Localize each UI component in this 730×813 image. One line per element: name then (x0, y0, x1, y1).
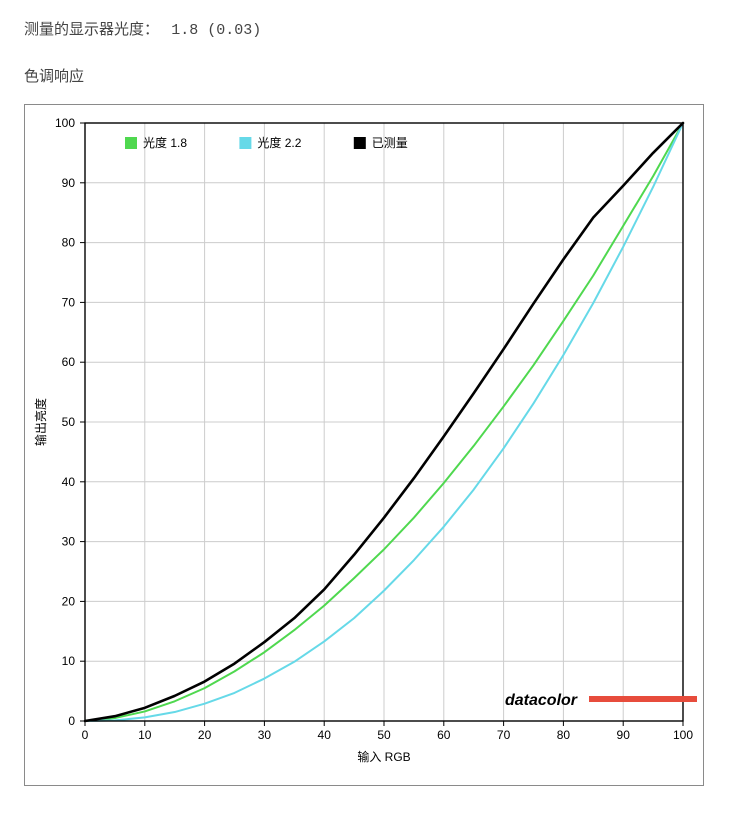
xtick-90: 90 (617, 728, 631, 742)
ytick-90: 90 (62, 176, 76, 190)
ytick-100: 100 (55, 116, 75, 130)
legend-swatch (354, 137, 366, 149)
section-title: 色调响应 (24, 68, 84, 85)
ytick-40: 40 (62, 475, 76, 489)
xtick-100: 100 (673, 728, 693, 742)
ytick-60: 60 (62, 355, 76, 369)
ylabel: 输出亮度 (33, 398, 48, 446)
logo-bar (589, 696, 697, 702)
ytick-20: 20 (62, 594, 76, 608)
xtick-50: 50 (377, 728, 391, 742)
xtick-40: 40 (318, 728, 332, 742)
tone-response-chart: 0 10 20 30 40 50 60 70 80 90 100 0 10 20 30 40 50 60 70 80 9… (25, 105, 703, 785)
legend-label: 光度 1.8 (143, 135, 187, 150)
legend-swatch (125, 137, 137, 149)
xtick-60: 60 (437, 728, 451, 742)
header-label: 测量的显示器光度： (24, 21, 159, 38)
xtick-30: 30 (258, 728, 272, 742)
ytick-50: 50 (62, 415, 76, 429)
legend-swatch (239, 137, 251, 149)
ytick-0: 0 (68, 714, 75, 728)
xlabel: 输入 RGB (357, 749, 410, 764)
xtick-0: 0 (82, 728, 89, 742)
ytick-80: 80 (62, 236, 76, 250)
ytick-70: 70 (62, 295, 76, 309)
logo-text: datacolor (505, 692, 578, 709)
xtick-10: 10 (138, 728, 152, 742)
xtick-80: 80 (557, 728, 571, 742)
xtick-20: 20 (198, 728, 212, 742)
xtick-70: 70 (497, 728, 511, 742)
header-value: 1.8 (0.03) (171, 22, 261, 39)
ytick-10: 10 (62, 654, 76, 668)
chart-container: 0 10 20 30 40 50 60 70 80 90 100 0 10 20 30 40 50 60 70 80 9… (24, 104, 704, 786)
legend-label: 已测量 (372, 136, 408, 150)
ytick-30: 30 (62, 535, 76, 549)
legend-label: 光度 2.2 (257, 135, 301, 150)
